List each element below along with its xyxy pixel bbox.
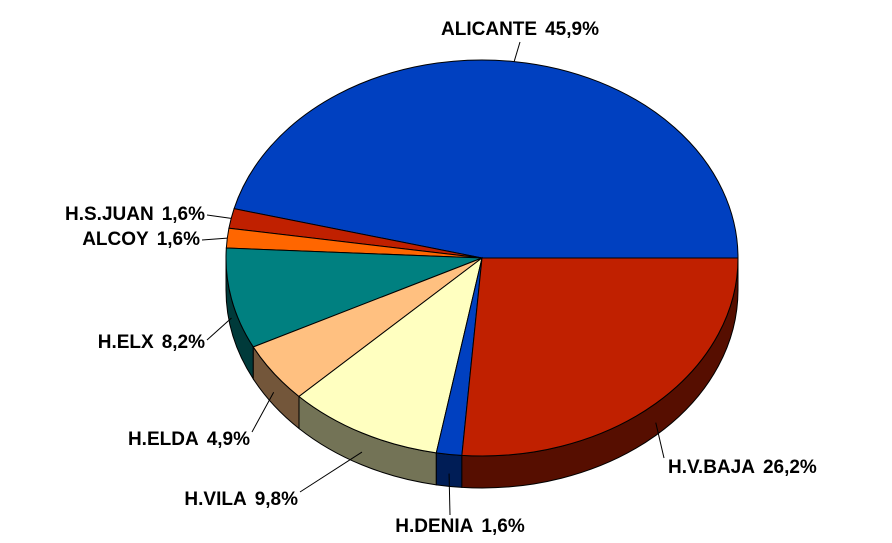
label-name: ALCOY xyxy=(82,229,149,250)
label-name: H.VILA xyxy=(184,489,247,510)
label-value: 45,9% xyxy=(545,19,599,40)
label-value: 1,6% xyxy=(162,204,205,225)
label-value: 9,8% xyxy=(255,489,298,510)
label-value: 1,6% xyxy=(157,229,200,250)
leader-line xyxy=(514,42,520,62)
label-value: 4,9% xyxy=(207,429,250,450)
label-name: H.S.JUAN xyxy=(65,204,154,225)
label-value: 8,2% xyxy=(162,332,205,353)
label-value: 1,6% xyxy=(481,516,524,537)
leader-line xyxy=(207,215,231,218)
slice-label: H.S.JUAN 1,6% xyxy=(65,204,205,225)
label-name: H.DENIA xyxy=(395,516,473,537)
leader-line xyxy=(202,238,227,240)
leader-line xyxy=(207,318,232,340)
label-name: ALICANTE xyxy=(441,19,537,40)
leader-line xyxy=(252,392,274,432)
slice-label: H.ELX 8,2% xyxy=(98,332,205,353)
chart: ALICANTE45,9%H.S.JUAN1,6%ALCOY1,6%H.ELX8… xyxy=(0,0,892,543)
slice-label: H.V.BAJA 26,2% xyxy=(668,457,817,478)
slice-label: H.ELDA 4,9% xyxy=(128,429,250,450)
label-value: 26,2% xyxy=(763,457,817,478)
leader-line xyxy=(300,452,362,492)
label-name: H.ELX xyxy=(98,332,154,353)
label-name: H.ELDA xyxy=(128,429,199,450)
slice xyxy=(462,258,738,456)
slice-label: ALICANTE 45,9% xyxy=(441,19,599,40)
label-name: H.V.BAJA xyxy=(668,457,755,478)
slice-label: H.VILA 9,8% xyxy=(184,489,298,510)
slice-label: ALCOY 1,6% xyxy=(82,229,200,250)
slice-label: H.DENIA 1,6% xyxy=(395,516,525,537)
